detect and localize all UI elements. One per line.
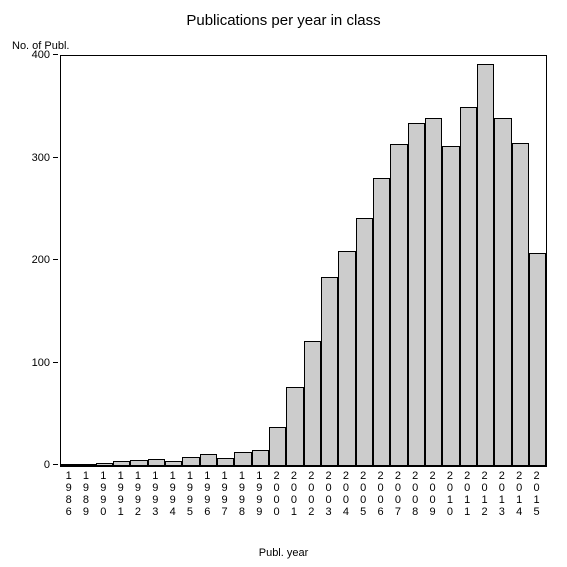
bar [460,107,477,466]
bar [390,144,407,466]
bar [477,64,494,466]
y-tick-mark [53,157,58,158]
bar [425,118,442,467]
y-tick-label: 300 [32,152,50,164]
x-tick-label: 1997 [216,466,233,518]
publications-chart: Publications per year in class No. of Pu… [0,0,567,567]
x-tick-label: 2004 [337,466,354,518]
x-tick-label: 2001 [285,466,302,518]
x-tick-label: 2014 [511,466,528,518]
bar [182,457,199,466]
bar [269,427,286,466]
x-axis-label: Publ. year [0,547,567,559]
y-tick-mark [53,362,58,363]
x-tick-label: 1990 [95,466,112,518]
bar [494,118,511,467]
bar [200,454,217,466]
bar [304,341,321,466]
x-tick-label: 1989 [77,466,94,518]
bar [321,277,338,466]
chart-title: Publications per year in class [0,12,567,29]
bar [442,146,459,466]
x-tick-label: 2015 [528,466,545,518]
bars-container [61,56,546,466]
bar [338,251,355,466]
bar [234,452,251,466]
y-tick-label: 0 [44,459,50,471]
bar [408,123,425,466]
x-tick-label: 2008 [407,466,424,518]
bar [512,143,529,466]
x-axis-ticks: 1986198919901991199219931994199519961997… [60,466,545,518]
x-tick-label: 1995 [181,466,198,518]
y-axis-ticks: 0100200300400 [0,55,58,465]
y-tick-label: 200 [32,254,50,266]
plot-area [60,55,547,467]
x-tick-label: 1998 [233,466,250,518]
bar [529,253,546,466]
x-tick-label: 1993 [147,466,164,518]
y-tick-label: 400 [32,49,50,61]
x-tick-label: 1994 [164,466,181,518]
x-tick-label: 2009 [424,466,441,518]
x-tick-label: 2011 [459,466,476,518]
x-tick-label: 1986 [60,466,77,518]
x-tick-label: 1992 [129,466,146,518]
bar [286,387,303,466]
bar [217,458,234,466]
y-tick-label: 100 [32,357,50,369]
bar [148,459,165,466]
y-tick-mark [53,464,58,465]
x-tick-label: 2003 [320,466,337,518]
x-tick-label: 1996 [199,466,216,518]
bar [252,450,269,466]
y-tick-mark [53,259,58,260]
x-tick-label: 2010 [441,466,458,518]
x-tick-label: 1991 [112,466,129,518]
x-tick-label: 2013 [493,466,510,518]
bar [356,218,373,466]
bar [373,178,390,466]
x-tick-label: 1999 [251,466,268,518]
x-tick-label: 2002 [303,466,320,518]
x-tick-label: 2006 [372,466,389,518]
y-tick-mark [53,54,58,55]
x-tick-label: 2007 [389,466,406,518]
x-tick-label: 2012 [476,466,493,518]
x-tick-label: 2005 [355,466,372,518]
x-tick-label: 2000 [268,466,285,518]
